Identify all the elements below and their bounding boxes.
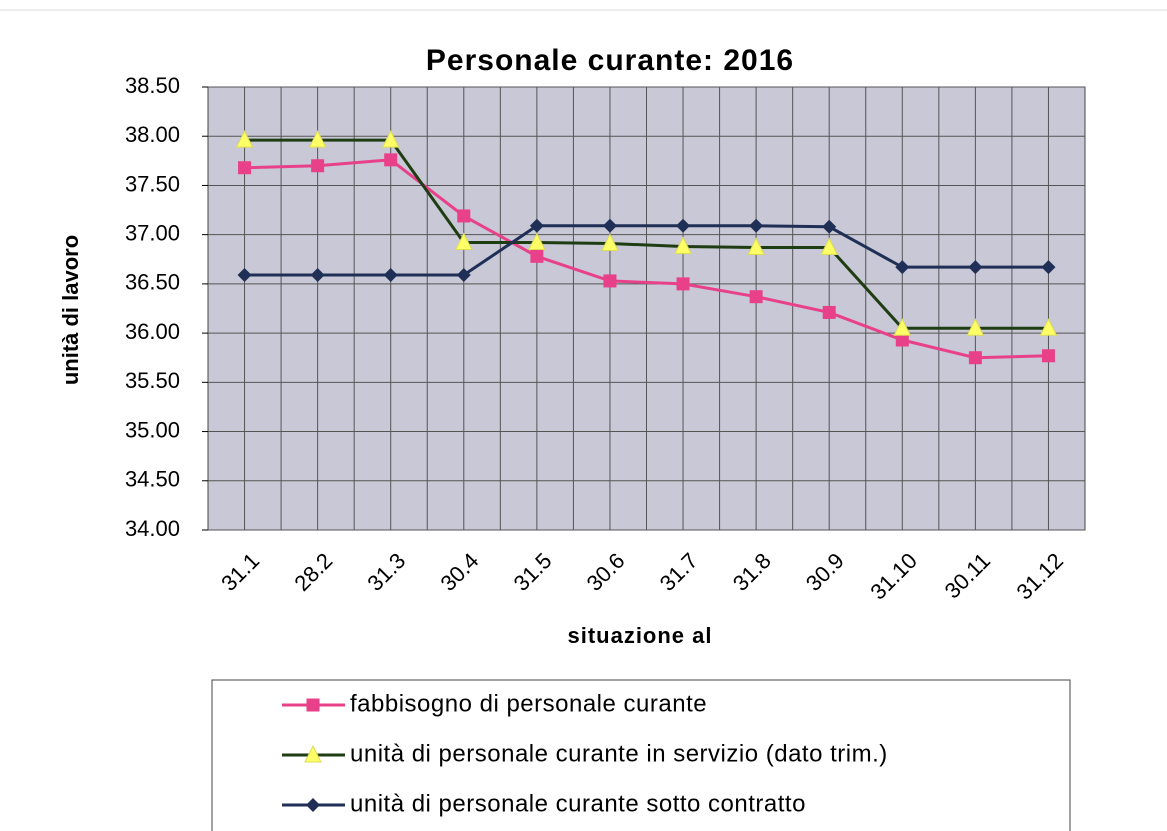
data-point bbox=[968, 260, 983, 275]
data-point bbox=[749, 218, 764, 233]
series-line bbox=[244, 224, 1049, 277]
data-point bbox=[674, 236, 692, 254]
data-point bbox=[310, 268, 325, 283]
data-point bbox=[238, 161, 252, 175]
data-point bbox=[822, 219, 837, 234]
data-point bbox=[968, 351, 982, 365]
data-point bbox=[1041, 260, 1056, 275]
data-point bbox=[603, 274, 617, 288]
data-point bbox=[454, 232, 473, 251]
data-point bbox=[235, 130, 254, 148]
series-line bbox=[244, 158, 1049, 360]
data-point bbox=[456, 268, 471, 283]
data-point bbox=[601, 233, 619, 252]
data-point bbox=[1041, 349, 1055, 363]
series-line bbox=[244, 138, 1049, 330]
data-point bbox=[383, 268, 398, 283]
data-point bbox=[602, 218, 617, 233]
legend-label: unità di personale curante sotto contrat… bbox=[350, 790, 806, 817]
data-point bbox=[1039, 318, 1058, 336]
data-point bbox=[822, 305, 836, 319]
data-point bbox=[676, 218, 691, 233]
y-tick-label: 34.00 bbox=[125, 516, 180, 541]
y-tick-label: 37.00 bbox=[125, 220, 180, 245]
y-tick-label: 35.50 bbox=[125, 368, 180, 393]
data-point bbox=[529, 218, 544, 233]
chart-title: Personale curante: 2016 bbox=[426, 44, 794, 77]
y-tick-label: 37.50 bbox=[125, 171, 180, 196]
legend bbox=[211, 679, 1071, 831]
y-tick-label: 36.00 bbox=[125, 319, 180, 344]
y-tick-label: 38.50 bbox=[125, 73, 180, 98]
data-point bbox=[895, 260, 910, 275]
data-point bbox=[308, 130, 327, 148]
data-point bbox=[384, 153, 398, 167]
data-point bbox=[820, 237, 839, 255]
x-axis-title: situazione al bbox=[567, 623, 712, 648]
y-tick-label: 36.50 bbox=[125, 270, 180, 295]
data-point bbox=[966, 318, 985, 336]
data-point bbox=[237, 268, 252, 283]
data-point bbox=[530, 249, 544, 263]
legend-label: fabbisogno di personale curante bbox=[350, 690, 707, 717]
y-axis-title: unità di lavoro bbox=[58, 235, 83, 385]
data-point bbox=[747, 237, 765, 255]
data-point bbox=[381, 130, 400, 148]
data-point bbox=[676, 277, 690, 291]
data-point bbox=[311, 159, 325, 173]
data-point bbox=[895, 333, 909, 347]
legend-label: unità di personale curante in servizio (… bbox=[350, 740, 888, 767]
legend-marker bbox=[304, 744, 322, 763]
y-tick-label: 34.50 bbox=[125, 467, 180, 492]
data-point bbox=[749, 290, 763, 304]
data-point bbox=[528, 232, 546, 251]
y-tick-label: 38.00 bbox=[125, 122, 180, 147]
y-tick-label: 35.00 bbox=[125, 417, 180, 442]
legend-marker bbox=[306, 798, 320, 812]
data-point bbox=[457, 209, 471, 223]
data-point bbox=[893, 318, 912, 336]
legend-marker bbox=[306, 698, 320, 712]
